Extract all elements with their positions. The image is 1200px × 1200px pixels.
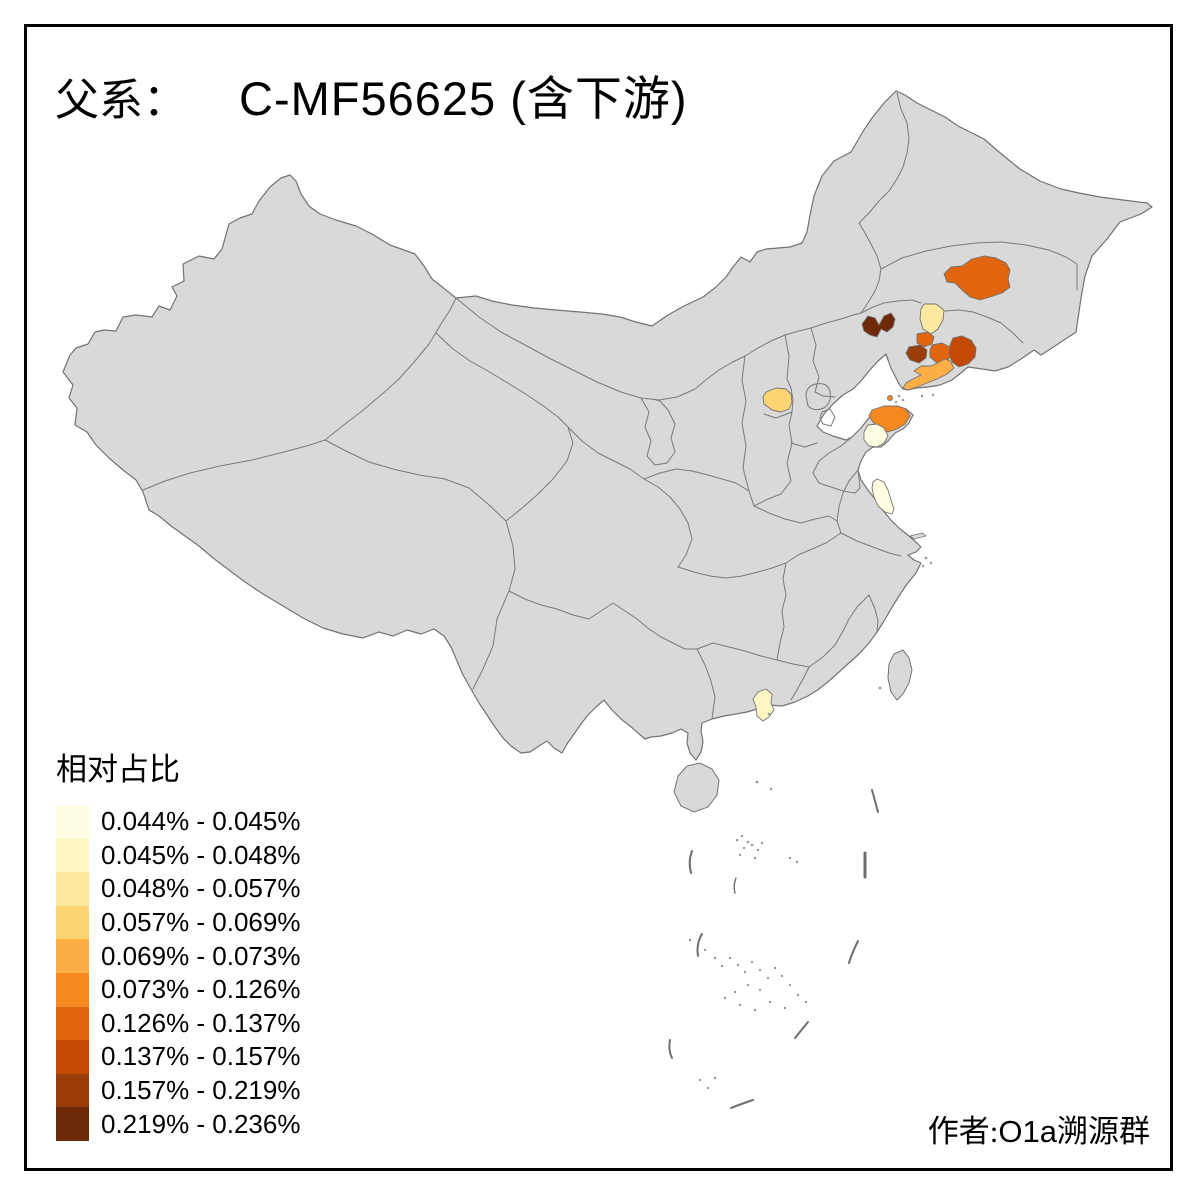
legend-swatch [56, 805, 89, 839]
legend-label: 0.069% - 0.073% [101, 940, 301, 971]
map-region [871, 478, 895, 515]
legend-label: 0.048% - 0.057% [101, 873, 301, 904]
attribution-latin: O1a [998, 1114, 1057, 1149]
legend-swatch [56, 1006, 89, 1041]
legend-swatch [56, 1073, 89, 1108]
legend-item: 0.044% - 0.045% [56, 805, 300, 839]
legend-item: 0.069% - 0.073% [56, 939, 300, 973]
map-region [919, 303, 945, 335]
map-region [905, 344, 928, 364]
map-region [902, 358, 955, 391]
attribution-suffix: 溯源群 [1057, 1114, 1150, 1149]
legend-item: 0.137% - 0.157% [56, 1040, 300, 1074]
legend-label: 0.137% - 0.157% [101, 1041, 301, 1072]
sea-dash-lines [668, 789, 879, 1109]
legend-swatch [56, 838, 89, 873]
legend-swatch [56, 905, 89, 940]
legend-label: 0.057% - 0.069% [101, 907, 301, 938]
legend-item: 0.048% - 0.057% [56, 872, 300, 906]
map-region [863, 423, 889, 448]
china-mainland [62, 90, 1153, 761]
legend-label: 0.157% - 0.219% [101, 1075, 301, 1106]
title-haplogroup: C-MF56625 (含下游) [239, 72, 688, 125]
legend-swatch [56, 1040, 89, 1074]
legend-label: 0.073% - 0.126% [101, 974, 301, 1005]
legend-title: 相对占比 [56, 752, 180, 787]
legend-item: 0.045% - 0.048% [56, 838, 301, 873]
legend-swatch [56, 972, 89, 1007]
map-region [916, 331, 935, 348]
chongming-island [909, 532, 927, 540]
map-region [887, 395, 893, 401]
legend-item: 0.057% - 0.069% [56, 905, 301, 940]
map-region [762, 387, 793, 413]
legend-swatch [56, 872, 89, 906]
legend-item: 0.219% - 0.236% [56, 1107, 300, 1141]
legend-item: 0.126% - 0.137% [56, 1006, 301, 1041]
map-region [943, 255, 1011, 301]
taiwan-island [887, 649, 913, 701]
province-borders [142, 92, 1078, 720]
map-region [861, 312, 896, 338]
colored-regions [752, 255, 1011, 722]
attribution: 作者:O1a溯源群 [928, 1106, 1150, 1151]
legend-swatch [56, 1107, 89, 1141]
legend-items: 0.044% - 0.045% 0.045% - 0.048% 0.048% - 0… [56, 805, 300, 1141]
hainan-island [673, 762, 720, 813]
legend-label: 0.045% - 0.048% [101, 839, 301, 870]
legend-item: 0.157% - 0.219% [56, 1073, 301, 1108]
legend-swatch [56, 939, 89, 973]
legend-label: 0.044% - 0.045% [101, 806, 301, 837]
islands [668, 393, 935, 1109]
legend-label: 0.126% - 0.137% [101, 1007, 301, 1038]
legend: 相对占比 0.044% - 0.045% 0.045% - 0.048% 0.048… [56, 744, 300, 1141]
page-title: 父系： C-MF56625 (含下游) [55, 60, 688, 129]
legend-label: 0.219% - 0.236% [101, 1108, 301, 1139]
small-islands [688, 393, 935, 1090]
title-prefix: 父系： [55, 76, 187, 125]
map-region [948, 335, 977, 368]
attribution-prefix: 作者: [927, 1114, 999, 1149]
legend-item: 0.073% - 0.126% [56, 972, 301, 1007]
